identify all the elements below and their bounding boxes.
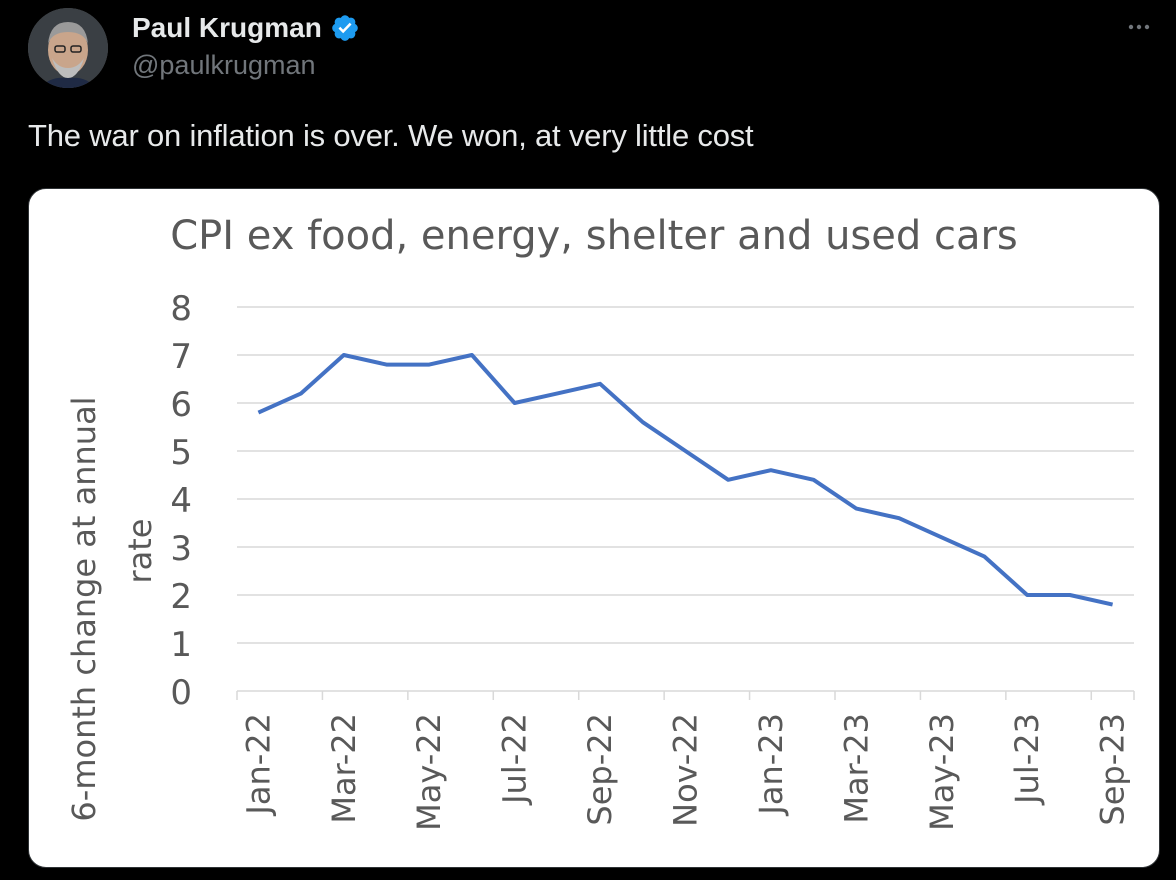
x-tick-label: Mar-23: [837, 713, 875, 824]
x-tick-label: Sep-23: [1094, 713, 1132, 826]
y-tick-label: 4: [170, 481, 192, 521]
y-tick-label: 1: [170, 625, 192, 665]
y-axis-label-line: rate: [121, 519, 159, 584]
chart-gridlines: [237, 306, 1134, 644]
y-tick-label: 2: [170, 577, 192, 617]
more-options-icon[interactable]: [1124, 12, 1154, 42]
y-axis-tick-labels: 0 1 2 3 4 5 6 7 8: [170, 289, 192, 713]
y-tick-label: 5: [170, 433, 192, 473]
x-tick-label: Sep-22: [581, 713, 619, 826]
verified-badge-icon: [332, 15, 358, 41]
x-axis: [236, 690, 1135, 700]
tweet-media-chart[interactable]: CPI ex food, energy, shelter and used ca…: [28, 188, 1160, 868]
x-tick-label: Jan-23: [752, 713, 790, 817]
y-tick-label: 6: [170, 385, 192, 425]
x-tick-label: Jul-22: [496, 713, 534, 806]
author-name-row: Paul Krugman: [132, 10, 360, 46]
x-tick-label: Jan-22: [239, 713, 277, 817]
series-line: [257, 353, 1114, 607]
tweet-text: The war on inflation is over. We won, at…: [28, 118, 754, 153]
avatar-photo: [28, 8, 108, 88]
y-tick-label: 8: [170, 289, 192, 329]
x-axis-tick-labels: Jan-22 Mar-22 May-22 Jul-22 Sep-22 Nov-22 Jan-…: [239, 713, 1131, 831]
x-tick-label: May-23: [923, 713, 961, 831]
y-axis-label-line: 6-month change at annual: [65, 396, 103, 821]
x-tick-label: Mar-22: [325, 713, 363, 824]
y-tick-label: 0: [170, 673, 192, 713]
author-avatar[interactable]: [28, 8, 108, 88]
author-name[interactable]: Paul Krugman: [132, 12, 322, 43]
chart-title: CPI ex food, energy, shelter and used ca…: [170, 213, 1018, 259]
x-tick-label: May-22: [410, 713, 448, 831]
author-handle[interactable]: @paulkrugman: [132, 50, 316, 80]
line-chart: CPI ex food, energy, shelter and used ca…: [65, 213, 1135, 831]
y-tick-label: 7: [170, 337, 192, 377]
x-tick-label: Jul-23: [1008, 713, 1046, 806]
y-tick-label: 3: [170, 529, 192, 569]
x-tick-label: Nov-22: [667, 713, 705, 827]
y-axis-label: 6-month change at annual rate: [65, 396, 159, 821]
